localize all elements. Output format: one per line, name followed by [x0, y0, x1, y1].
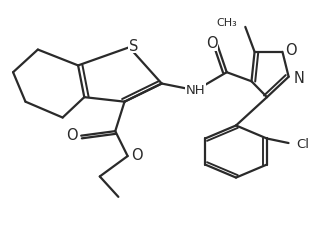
Text: N: N	[293, 71, 304, 86]
Text: O: O	[131, 147, 143, 162]
Text: S: S	[129, 38, 139, 53]
Text: NH: NH	[186, 83, 206, 96]
Text: CH₃: CH₃	[217, 18, 238, 28]
Text: O: O	[285, 43, 297, 58]
Text: O: O	[206, 36, 218, 51]
Text: Cl: Cl	[296, 137, 309, 150]
Text: O: O	[66, 128, 78, 142]
